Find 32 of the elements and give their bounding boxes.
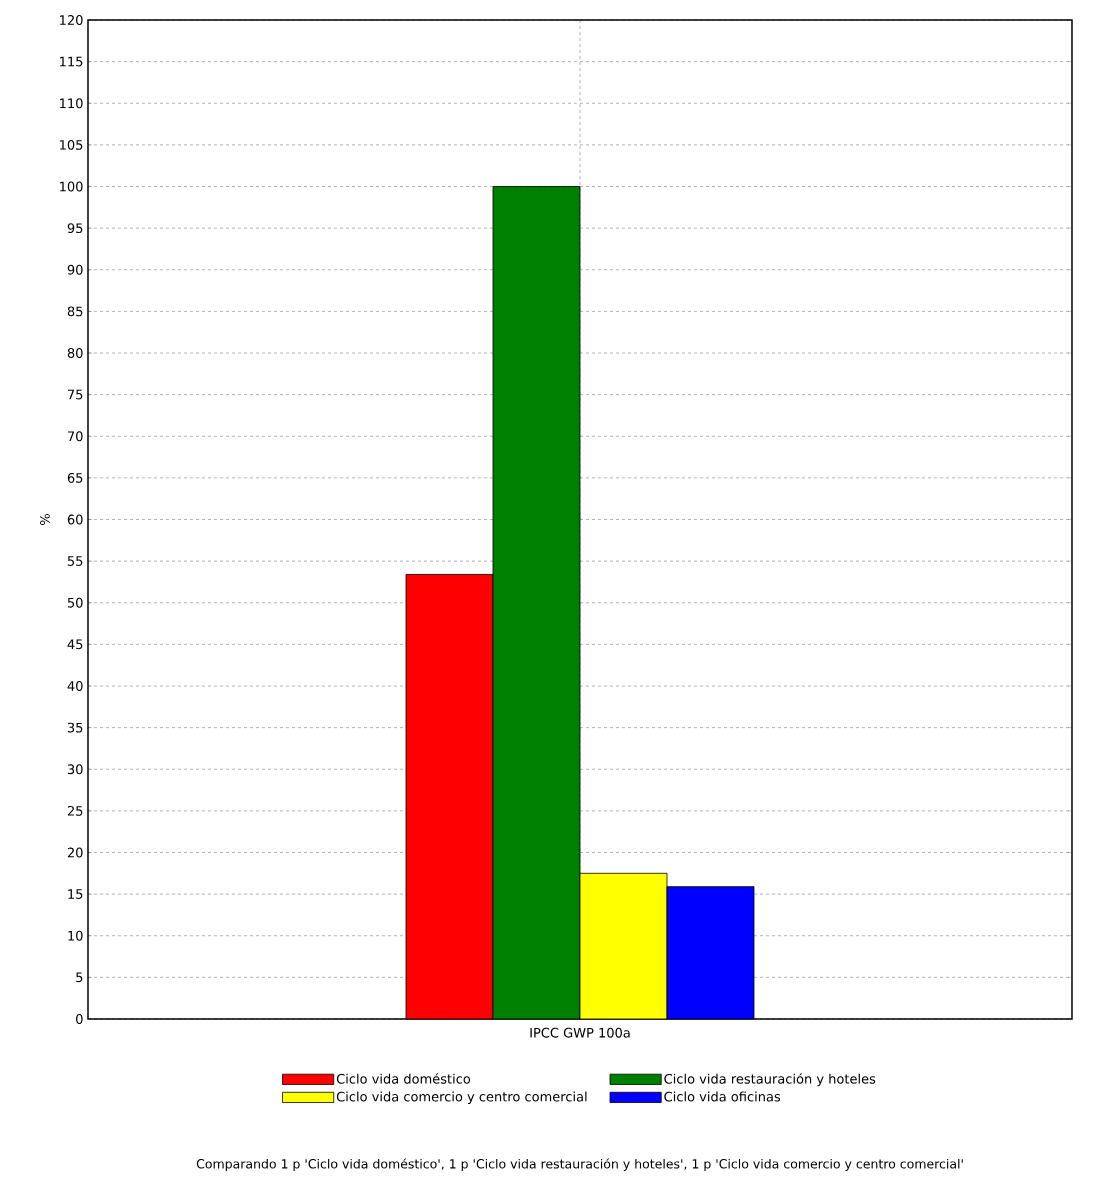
y-tick-label: 65 [67,472,83,483]
legend-label: Ciclo vida restauración y hoteles [664,1073,876,1087]
y-tick-label: 30 [67,764,83,775]
y-tick-label: 0 [76,1014,83,1024]
y-tick-label: 40 [67,681,83,691]
y-tick-label: 20 [67,847,83,858]
y-tick-label: 35 [67,722,83,733]
y-tick-label: 95 [67,223,83,234]
y-tick-label: 105 [60,139,83,150]
y-tick-label: 55 [67,556,83,566]
legend-label: Ciclo vida doméstico [336,1073,471,1084]
y-tick-label: 10 [68,930,83,941]
y-tick-label: 120 [60,15,83,25]
y-tick-label: 85 [67,306,83,317]
text: Comparando 1 p 'Ciclo vida doméstico', 1 p 'Ciclo vida restauración y hoteles', 1 p 'Ciclo vida comercio y centro comercial' [196,1158,963,1171]
y-tick-label: 5 [76,972,83,983]
y-tick-label: 60 [67,514,83,525]
legend-label: Ciclo vida oficinas [664,1091,781,1102]
y-axis-title: % [39,514,50,525]
y-tick-label: 45 [67,639,83,650]
y-tick-label: 110 [60,98,83,109]
y-tick-label: 15 [68,889,83,899]
y-tick-label: 25 [67,805,83,816]
x-tick-label: IPCC GWP 100a [530,1027,630,1038]
legend-label: Ciclo vida comercio y centro comercial [336,1091,587,1105]
y-tick-label: 90 [67,264,83,275]
y-tick-label: 100 [60,181,83,192]
y-tick-label: 115 [60,56,83,67]
y-tick-label: 80 [67,348,83,358]
y-tick-label: 70 [67,431,83,442]
y-tick-label: 50 [67,597,83,608]
y-tick-label: 75 [67,389,83,400]
